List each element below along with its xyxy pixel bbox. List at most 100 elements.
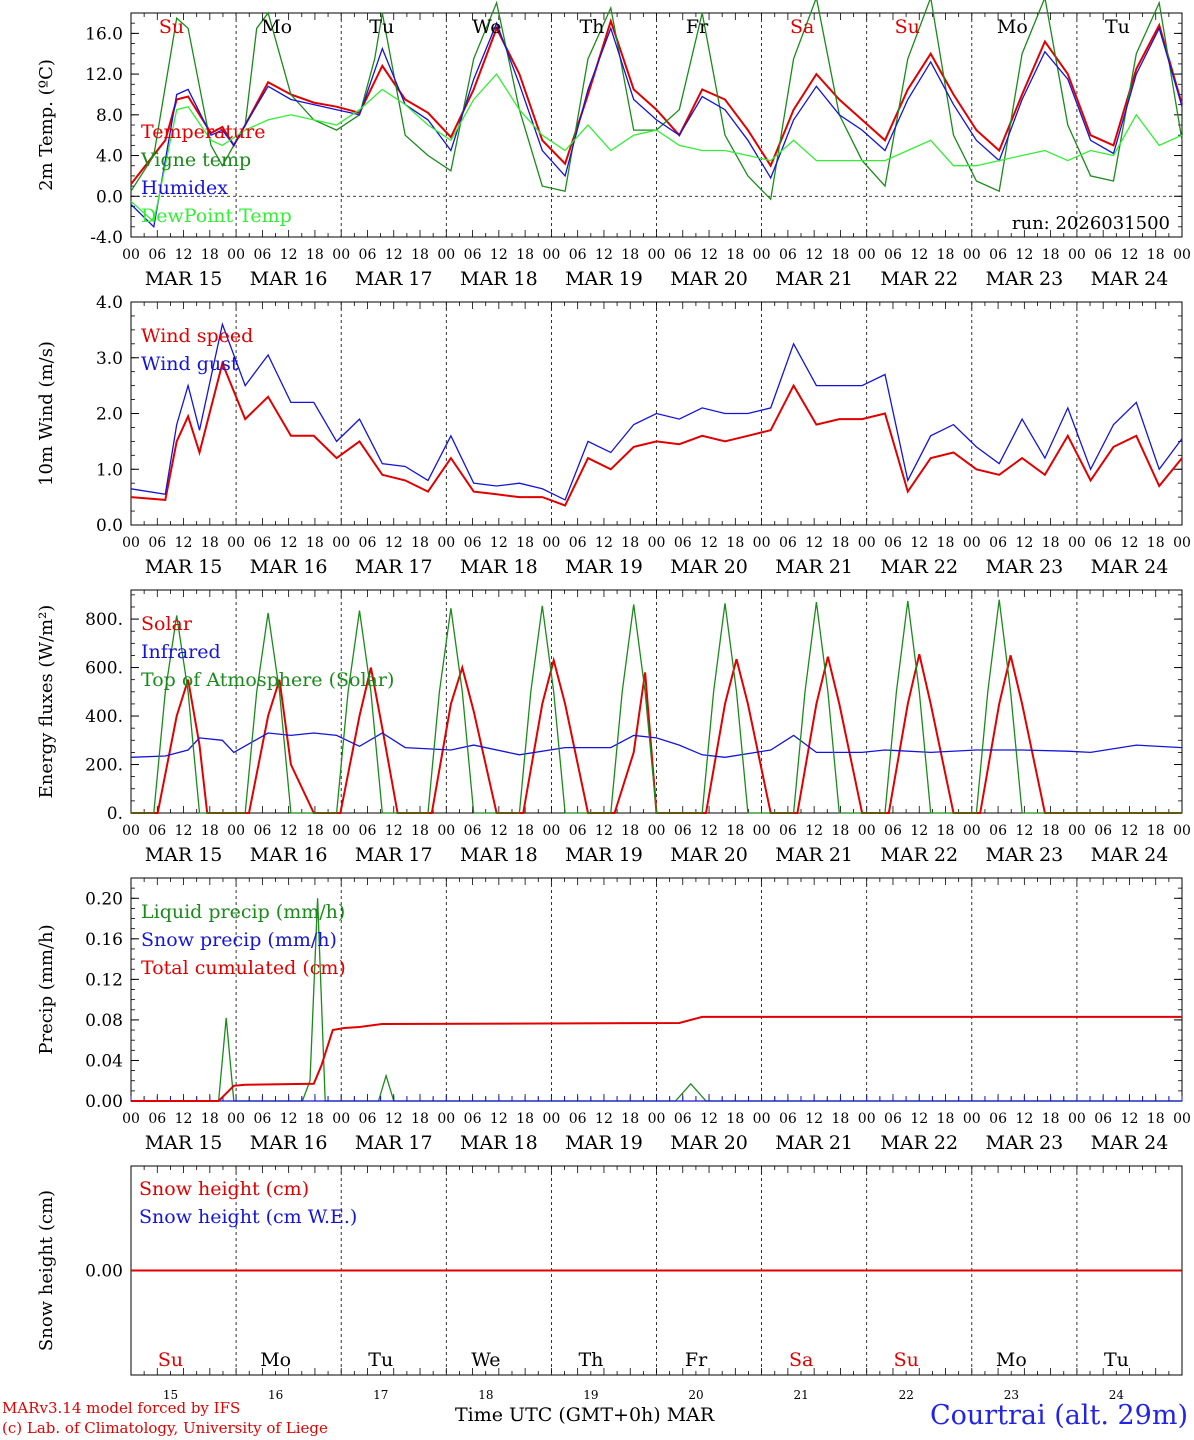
hour-tick-label: 06: [359, 247, 377, 263]
y-tick-label: 0.08: [85, 1011, 123, 1031]
hour-tick-label: 06: [884, 247, 902, 263]
date-label: MAR 17: [355, 556, 433, 578]
date-label: MAR 18: [460, 556, 538, 578]
station-name: Courtrai (alt. 29m): [929, 1400, 1188, 1431]
hour-tick-label: 18: [306, 247, 324, 263]
y-axis-label: Precip (mm/h): [36, 924, 57, 1054]
date-label: MAR 17: [355, 1132, 433, 1154]
hour-tick-label: 06: [148, 1111, 166, 1127]
day-number: 19: [583, 1388, 598, 1402]
date-label: MAR 20: [670, 268, 748, 290]
hour-tick-label: 06: [148, 535, 166, 551]
hour-tick-label: 00: [963, 247, 981, 263]
hour-tick-label: 06: [569, 535, 587, 551]
series-line-total-cumulated-cm-: [131, 1015, 1182, 1102]
day-name-top: We: [472, 16, 501, 38]
hour-tick-label: 18: [1042, 247, 1060, 263]
y-tick-label: 600.: [85, 659, 123, 679]
day-name-top: Sa: [790, 16, 814, 38]
date-label: MAR 24: [1091, 268, 1169, 290]
day-name-top: Mo: [261, 16, 292, 38]
hour-tick-label: 00: [122, 1111, 140, 1127]
hour-tick-label: 06: [674, 247, 692, 263]
hour-tick-label: 06: [884, 535, 902, 551]
hour-tick-label: 06: [884, 823, 902, 839]
hour-tick-label: 18: [411, 1111, 429, 1127]
hour-tick-label: 06: [779, 247, 797, 263]
hour-tick-label: 12: [595, 823, 613, 839]
day-name-bottom: Th: [578, 1349, 603, 1371]
y-tick-label: 16.0: [85, 24, 123, 44]
hour-tick-label: 12: [385, 1111, 403, 1127]
date-label: MAR 20: [670, 556, 748, 578]
date-label: MAR 16: [250, 556, 328, 578]
hour-tick-label: 00: [1173, 823, 1191, 839]
hour-tick-label: 12: [385, 535, 403, 551]
date-label: MAR 16: [250, 844, 328, 866]
hour-tick-label: 18: [306, 1111, 324, 1127]
y-tick-label: 4.0: [96, 293, 123, 313]
day-name-bottom: Fr: [685, 1349, 708, 1371]
legend-entry: Liquid precip (mm/h): [141, 901, 345, 923]
legend-entry: Snow precip (mm/h): [141, 929, 337, 951]
hour-tick-label: 00: [963, 823, 981, 839]
hour-tick-label: 12: [910, 535, 928, 551]
hour-tick-label: 00: [1068, 535, 1086, 551]
hour-tick-label: 18: [621, 247, 639, 263]
hour-tick-label: 06: [779, 823, 797, 839]
hour-tick-label: 12: [280, 823, 298, 839]
hour-tick-label: 06: [253, 535, 271, 551]
panel-5: [130, 1165, 1183, 1376]
legend-entry: Wind gust: [141, 353, 239, 375]
hour-tick-label: 18: [306, 823, 324, 839]
hour-tick-label: 18: [726, 247, 744, 263]
hour-tick-label: 06: [1094, 247, 1112, 263]
day-name-top: Su: [895, 16, 920, 38]
y-tick-label: -4.0: [90, 228, 123, 248]
hour-tick-label: 06: [569, 823, 587, 839]
hour-tick-label: 06: [989, 823, 1007, 839]
hour-tick-label: 12: [805, 1111, 823, 1127]
y-axis-label: 10m Wind (m/s): [36, 341, 57, 486]
hour-tick-label: 12: [175, 535, 193, 551]
panel-1: [130, 0, 1183, 238]
date-label: MAR 24: [1091, 844, 1169, 866]
date-label: MAR 21: [775, 268, 853, 290]
date-label: MAR 19: [565, 556, 643, 578]
date-label: MAR 16: [250, 268, 328, 290]
hour-tick-label: 12: [1121, 1111, 1139, 1127]
hour-tick-label: 06: [253, 823, 271, 839]
date-label: MAR 23: [985, 556, 1063, 578]
hour-tick-label: 06: [464, 1111, 482, 1127]
hour-tick-label: 18: [726, 535, 744, 551]
legend-entry: Total cumulated (cm): [141, 957, 346, 979]
model-credit: MARv3.14 model forced by IFS: [2, 1399, 241, 1417]
hour-tick-label: 18: [621, 823, 639, 839]
day-name-bottom: Su: [158, 1349, 183, 1371]
legend-entry: Snow height (cm W.E.): [139, 1206, 357, 1228]
date-label: MAR 18: [460, 1132, 538, 1154]
hour-tick-label: 00: [753, 1111, 771, 1127]
hour-tick-label: 18: [937, 823, 955, 839]
day-number: 23: [1004, 1388, 1019, 1402]
day-name-bottom: We: [471, 1349, 500, 1371]
hour-tick-label: 12: [805, 247, 823, 263]
hour-tick-label: 12: [910, 823, 928, 839]
hour-tick-label: 00: [753, 247, 771, 263]
hour-tick-label: 12: [490, 247, 508, 263]
date-label: MAR 22: [880, 844, 958, 866]
hour-tick-label: 12: [1015, 823, 1033, 839]
hour-tick-label: 18: [937, 535, 955, 551]
day-name-top: Th: [579, 16, 604, 38]
hour-tick-label: 18: [621, 1111, 639, 1127]
y-tick-label: 0.00: [85, 1262, 123, 1282]
day-name-bottom: Mo: [260, 1349, 291, 1371]
hour-tick-label: 12: [700, 247, 718, 263]
y-tick-label: 400.: [85, 707, 123, 727]
y-tick-label: 12.0: [85, 65, 123, 85]
hour-tick-label: 12: [595, 247, 613, 263]
hour-tick-label: 18: [411, 823, 429, 839]
y-tick-label: 0.0: [96, 516, 123, 536]
hour-tick-label: 18: [516, 823, 534, 839]
hour-tick-label: 18: [201, 1111, 219, 1127]
